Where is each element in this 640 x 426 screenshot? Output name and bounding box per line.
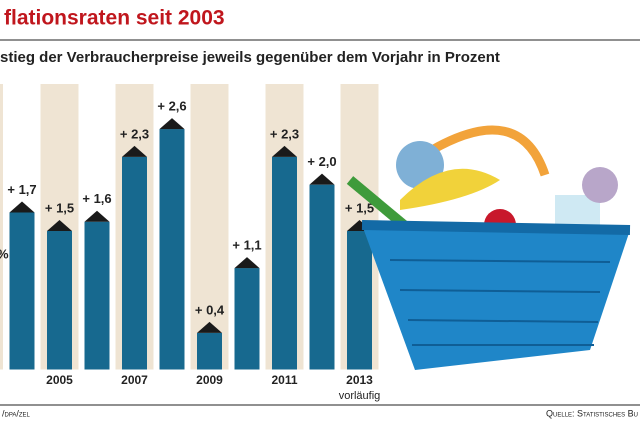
value-label: + 2,0 bbox=[307, 154, 336, 169]
x-tick-label: 2013 bbox=[346, 373, 373, 387]
bar bbox=[84, 221, 110, 370]
bar bbox=[309, 184, 335, 370]
bar-cap bbox=[234, 257, 260, 269]
basket-rim bbox=[361, 220, 631, 235]
x-tick-label: 2005 bbox=[46, 373, 73, 387]
bar bbox=[272, 156, 297, 370]
source-right: Quelle: Statistisches Bu bbox=[546, 408, 638, 418]
bar bbox=[47, 231, 72, 370]
value-label: + 2,6 bbox=[157, 99, 186, 114]
value-label: + 1,5 bbox=[45, 200, 74, 215]
bar bbox=[9, 212, 35, 370]
plot: + 1,7 + 1,5 2005 + 1,6 + 2,3 2007 + 2,6 + 0,4 20… bbox=[0, 99, 380, 402]
annotation: % bbox=[0, 246, 9, 261]
bar bbox=[122, 156, 147, 370]
bar-cap bbox=[309, 173, 335, 185]
bar bbox=[234, 268, 260, 370]
bar-cap bbox=[122, 145, 147, 157]
bar-cap bbox=[47, 220, 72, 231]
basket-handle bbox=[429, 125, 550, 177]
value-label: + 1,7 bbox=[7, 182, 36, 197]
value-label: + 1,6 bbox=[82, 191, 111, 206]
basket-weave bbox=[389, 259, 611, 346]
bar-cap bbox=[159, 118, 185, 130]
stripe bbox=[0, 84, 3, 370]
bar-cap bbox=[84, 210, 110, 222]
x-tick-label: 2009 bbox=[196, 373, 223, 387]
value-label: + 1,1 bbox=[232, 238, 261, 253]
bar bbox=[347, 231, 372, 370]
value-label: + 2,3 bbox=[120, 126, 149, 141]
bar-cap bbox=[272, 145, 297, 157]
value-label: + 0,4 bbox=[195, 302, 225, 317]
bar bbox=[197, 332, 222, 370]
x-tick-label: 2007 bbox=[121, 373, 148, 387]
bar-cap bbox=[9, 201, 35, 213]
bananas bbox=[400, 168, 500, 210]
source-left: /dpa/zel bbox=[2, 408, 31, 418]
basket-illustration bbox=[346, 125, 631, 370]
item bbox=[582, 167, 618, 203]
value-label: + 2,3 bbox=[270, 126, 299, 141]
bar bbox=[159, 129, 185, 370]
chart-title: flationsraten seit 2003 bbox=[4, 7, 225, 30]
chart-subtitle: stieg der Verbraucherpreise jeweils gege… bbox=[0, 49, 500, 66]
x-tick-label: 2011 bbox=[271, 373, 297, 387]
value-label: + 1,5 bbox=[345, 200, 374, 215]
bar-cap bbox=[197, 321, 222, 333]
annotation: vorläufig bbox=[339, 390, 381, 402]
